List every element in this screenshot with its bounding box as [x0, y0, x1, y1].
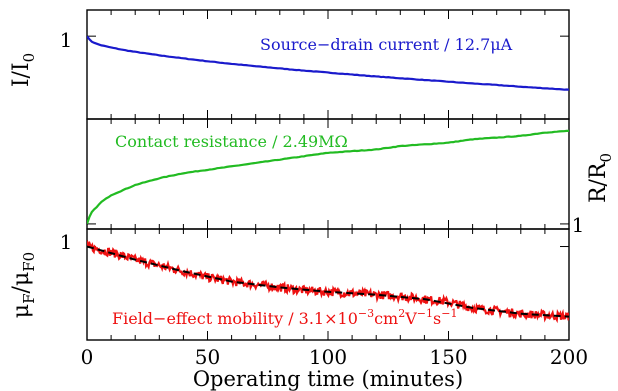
- resistance-ytick-label: 1: [572, 213, 585, 237]
- mobility-annotation: Field−effect mobility / 3.1×10−3cm2V−1s−…: [112, 307, 457, 328]
- x-tick-label: 100: [309, 345, 347, 369]
- x-tick-label: 0: [81, 345, 94, 369]
- resistance-ylabel: R/R0: [586, 153, 615, 203]
- mobility-ytick-label: 1: [60, 230, 73, 254]
- x-tick-label: 50: [195, 345, 220, 369]
- resistance-series-line: [87, 129, 569, 225]
- current-series-line: [87, 35, 569, 91]
- resistance-annotation: Contact resistance / 2.49MΩ: [115, 132, 348, 151]
- mobility-fit-line: [87, 245, 569, 318]
- current-ylabel: I/I0: [9, 53, 38, 87]
- current-ytick-label: 1: [60, 28, 73, 52]
- x-tick-label: 200: [550, 345, 588, 369]
- x-tick-label: 150: [429, 345, 467, 369]
- current-annotation: Source−drain current / 12.7μA: [260, 35, 513, 54]
- x-axis-label: Operating time (minutes): [193, 367, 463, 391]
- mobility-ylabel: μF/μF0: [9, 252, 38, 318]
- panel-current-frame: [86, 9, 570, 120]
